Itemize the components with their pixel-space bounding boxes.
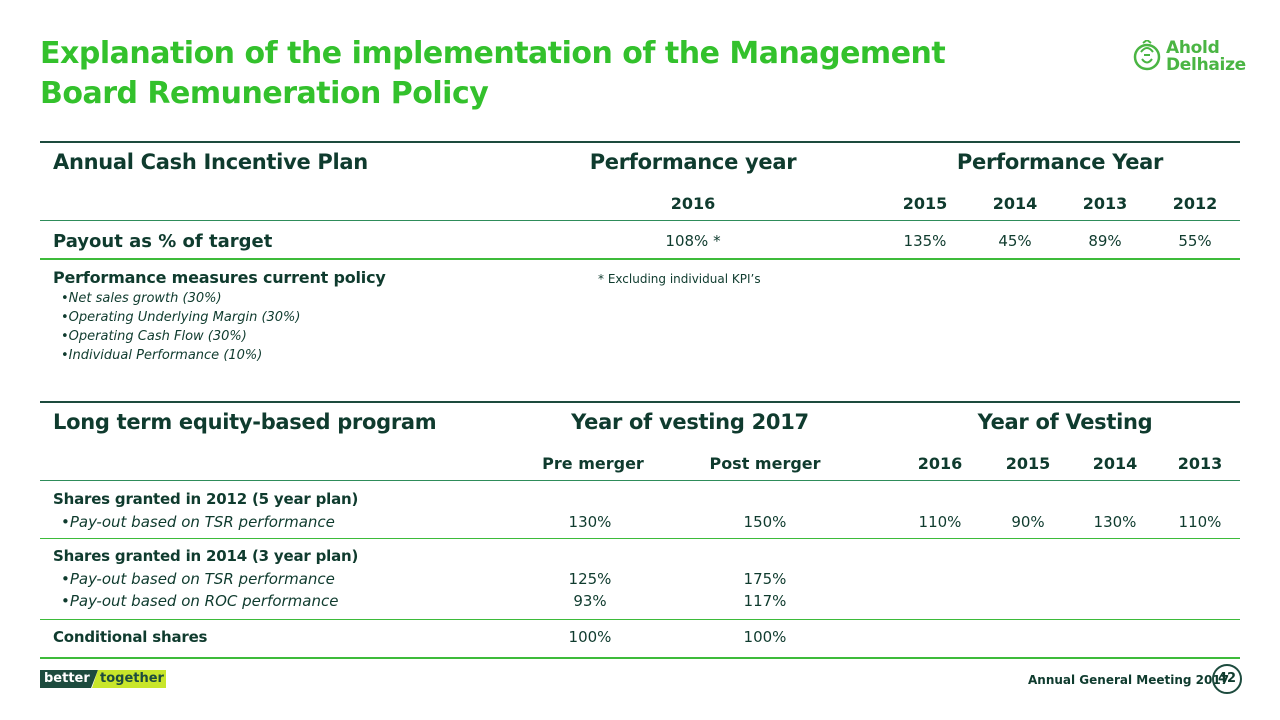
aci-performance-year-header-2: Performance Year [956,150,1164,174]
ltip-year-2016: 2016 [917,454,963,473]
section-top-rule [40,401,1240,403]
value-cell: 130% [568,513,612,531]
footnote: * Excluding individual KPI’s [598,272,761,286]
row-divider [40,220,1240,221]
payout-2014: 45% [998,232,1032,250]
measure-item: •Operating Cash Flow (30%) [61,329,247,344]
pre-merger-header: Pre merger [542,454,644,473]
measures-heading: Performance measures current policy [53,268,386,287]
shares-2012-label: Shares granted in 2012 (5 year plan) [53,490,359,508]
conditional-shares-label: Conditional shares [53,628,208,646]
ltip-vesting-header: Year of Vesting [977,410,1153,434]
tag-together: together [92,670,166,688]
value-cell: 93% [573,592,607,610]
measure-item: •Net sales growth (30%) [61,291,222,306]
logo-line1: Ahold [1166,38,1220,58]
measure-item: •Operating Underlying Margin (30%) [61,310,301,325]
payout-label: Payout as % of target [53,231,273,252]
value-cell: 125% [568,570,612,588]
value-cell: 175% [743,570,787,588]
ltip-year-2015: 2015 [1005,454,1051,473]
value-cell: 100% [568,628,612,646]
payout-2012: 55% [1178,232,1212,250]
aci-year-2014: 2014 [992,194,1038,213]
value-cell: 150% [743,513,787,531]
section-top-rule [40,141,1240,143]
aci-year-2013: 2013 [1082,194,1128,213]
ahold-delhaize-logo: Ahold Delhaize [1132,38,1246,78]
shares-2014-sub2: •Pay-out based on ROC performance [61,592,339,610]
ltip-year-2014: 2014 [1092,454,1138,473]
ltip-vesting-2017-header: Year of vesting 2017 [571,410,809,434]
value-cell: 117% [743,592,787,610]
row-divider [40,480,1240,481]
payout-2015: 135% [903,232,947,250]
value-cell: 110% [918,513,962,531]
tag-better: better [40,670,98,688]
section-bottom-rule [40,657,1240,659]
lion-icon [1133,40,1161,71]
ltip-heading: Long term equity-based program [53,410,437,434]
page-number: 42 [1212,664,1242,694]
page-title: Explanation of the implementation of the… [40,36,946,111]
meeting-label: Annual General Meeting 2017 [1028,673,1230,687]
payout-2013: 89% [1088,232,1122,250]
aci-year-2015: 2015 [902,194,948,213]
aci-heading: Annual Cash Incentive Plan [53,150,368,174]
row-divider [40,538,1240,539]
shares-2012-sub: •Pay-out based on TSR performance [61,513,335,531]
ltip-year-2013: 2013 [1177,454,1223,473]
measure-item: •Individual Performance (10%) [61,348,263,363]
shares-2014-label: Shares granted in 2014 (3 year plan) [53,547,359,565]
value-cell: 110% [1178,513,1222,531]
shares-2014-sub1: •Pay-out based on TSR performance [61,570,335,588]
aci-year-2016: 2016 [670,194,716,213]
row-divider [40,258,1240,260]
value-cell: 90% [1011,513,1045,531]
aci-year-2012: 2012 [1172,194,1218,213]
aci-performance-year-header: Performance year [589,150,797,174]
value-cell: 100% [743,628,787,646]
logo-line2: Delhaize [1166,55,1246,75]
value-cell: 130% [1093,513,1137,531]
row-divider [40,619,1240,620]
payout-2016: 108% * [665,232,721,250]
post-merger-header: Post merger [709,454,821,473]
